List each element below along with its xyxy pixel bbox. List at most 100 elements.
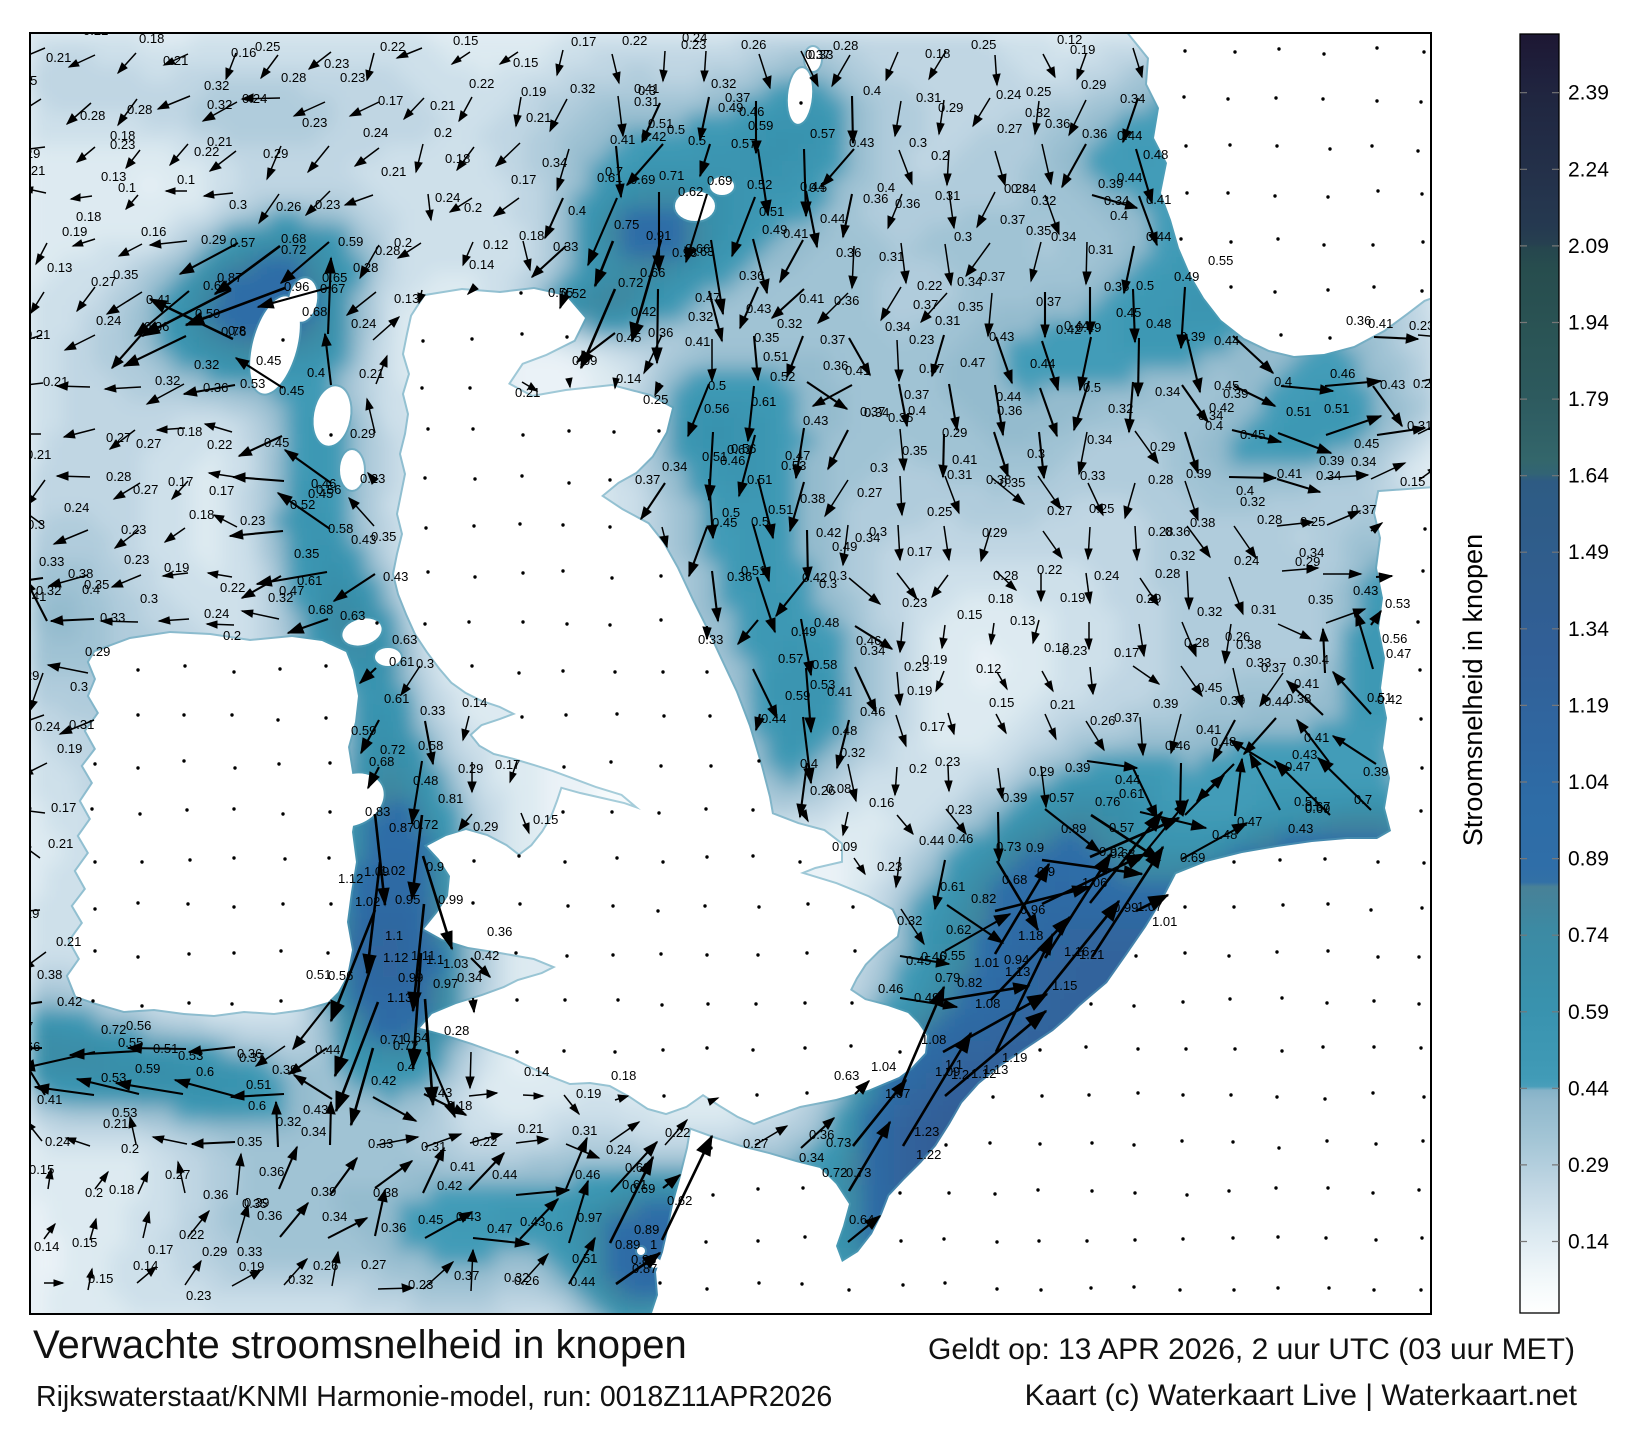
svg-text:1.22: 1.22 <box>916 1147 941 1162</box>
svg-text:0.38: 0.38 <box>1190 515 1215 530</box>
svg-text:0.43: 0.43 <box>520 1214 545 1229</box>
svg-text:0.21: 0.21 <box>430 98 455 113</box>
svg-text:0.39: 0.39 <box>1220 693 1245 708</box>
svg-text:0.23: 0.23 <box>186 1288 211 1303</box>
svg-text:0.21: 0.21 <box>359 366 384 381</box>
svg-text:0.76: 0.76 <box>1095 794 1120 809</box>
svg-text:0.51: 0.51 <box>1324 401 1349 416</box>
svg-text:0.42: 0.42 <box>474 948 499 963</box>
svg-text:0.32: 0.32 <box>288 1272 313 1287</box>
svg-text:1.09: 1.09 <box>364 864 389 879</box>
svg-text:0.23: 0.23 <box>902 595 927 610</box>
svg-text:1.23: 1.23 <box>914 1124 939 1139</box>
svg-text:0.3: 0.3 <box>1293 654 1311 669</box>
svg-text:0.2: 0.2 <box>223 628 241 643</box>
svg-text:0.43: 0.43 <box>989 329 1014 344</box>
svg-text:0.29: 0.29 <box>350 426 375 441</box>
svg-text:0.12: 0.12 <box>976 661 1001 676</box>
svg-text:1.49: 1.49 <box>1568 541 1609 564</box>
svg-text:0.36: 0.36 <box>257 1208 282 1223</box>
svg-text:0.34: 0.34 <box>799 1150 824 1165</box>
svg-text:0.32: 0.32 <box>777 316 802 331</box>
svg-text:1.64: 1.64 <box>1568 465 1609 488</box>
svg-text:0.12: 0.12 <box>483 237 508 252</box>
svg-text:0.99: 0.99 <box>1113 900 1138 915</box>
svg-text:0.2: 0.2 <box>394 235 412 250</box>
svg-text:0.4: 0.4 <box>397 1059 415 1074</box>
svg-text:0.64: 0.64 <box>849 1212 874 1227</box>
svg-text:0.39: 0.39 <box>1319 453 1344 468</box>
svg-text:0.23: 0.23 <box>324 56 349 71</box>
svg-text:0.33: 0.33 <box>420 703 445 718</box>
svg-text:Kaart (c) Waterkaart Live | Wa: Kaart (c) Waterkaart Live | Waterkaart.n… <box>1025 1379 1578 1412</box>
svg-text:2.09: 2.09 <box>1568 235 1609 258</box>
svg-text:0.45: 0.45 <box>279 383 304 398</box>
svg-text:0.75: 0.75 <box>614 217 639 232</box>
svg-text:0.48: 0.48 <box>1212 827 1237 842</box>
svg-text:0.5: 0.5 <box>751 514 769 529</box>
svg-text:0.52: 0.52 <box>770 369 795 384</box>
svg-text:0.4: 0.4 <box>908 403 926 418</box>
svg-text:0.35: 0.35 <box>84 577 109 592</box>
svg-text:0.44: 0.44 <box>315 1042 340 1057</box>
svg-text:0.56: 0.56 <box>731 441 756 456</box>
svg-text:0.1: 0.1 <box>118 180 136 195</box>
svg-text:0.4: 0.4 <box>1311 652 1329 667</box>
svg-text:0.17: 0.17 <box>495 757 520 772</box>
svg-text:0.52: 0.52 <box>290 497 315 512</box>
svg-text:0.37: 0.37 <box>1114 710 1139 725</box>
svg-text:0.51: 0.51 <box>768 502 793 517</box>
svg-text:1.34: 1.34 <box>1568 618 1609 641</box>
svg-text:0.28: 0.28 <box>127 102 152 117</box>
svg-text:0.24: 0.24 <box>35 719 60 734</box>
svg-text:0.2: 0.2 <box>931 148 949 163</box>
svg-text:0.32: 0.32 <box>1197 604 1222 619</box>
svg-text:0.58: 0.58 <box>328 521 353 536</box>
svg-text:0.49: 0.49 <box>718 100 743 115</box>
svg-text:1: 1 <box>650 1237 657 1252</box>
svg-text:0.42: 0.42 <box>816 525 841 540</box>
svg-text:0.34: 0.34 <box>1155 384 1180 399</box>
svg-text:0.29: 0.29 <box>263 146 288 161</box>
svg-text:0.4: 0.4 <box>1205 418 1223 433</box>
svg-text:0.26: 0.26 <box>276 199 301 214</box>
svg-text:0.23: 0.23 <box>909 332 934 347</box>
svg-text:0.35: 0.35 <box>1026 223 1051 238</box>
svg-text:0.48: 0.48 <box>1143 147 1168 162</box>
svg-text:0.35: 0.35 <box>958 299 983 314</box>
svg-text:0.53: 0.53 <box>101 1070 126 1085</box>
svg-text:0.38: 0.38 <box>37 967 62 982</box>
svg-text:0.17: 0.17 <box>148 1242 173 1257</box>
svg-text:0.34: 0.34 <box>1299 545 1324 560</box>
svg-text:0.87: 0.87 <box>217 270 242 285</box>
svg-text:0.17: 0.17 <box>168 474 193 489</box>
svg-text:0.24: 0.24 <box>435 190 460 205</box>
svg-text:0.36: 0.36 <box>259 1164 284 1179</box>
svg-text:0.42: 0.42 <box>437 1178 462 1193</box>
svg-text:0.24: 0.24 <box>96 313 121 328</box>
svg-text:0.28: 0.28 <box>1148 472 1173 487</box>
svg-text:0.37: 0.37 <box>1000 212 1025 227</box>
svg-text:0.31: 0.31 <box>1251 602 1276 617</box>
svg-text:0.4: 0.4 <box>568 203 586 218</box>
svg-text:0.36: 0.36 <box>144 319 169 334</box>
svg-text:1.1: 1.1 <box>385 928 403 943</box>
svg-text:0.43: 0.43 <box>1353 583 1378 598</box>
svg-text:0.24: 0.24 <box>204 606 229 621</box>
svg-text:0.24: 0.24 <box>1094 568 1119 583</box>
svg-text:0.91: 0.91 <box>646 228 671 243</box>
svg-text:0.51: 0.51 <box>759 204 784 219</box>
svg-text:0.32: 0.32 <box>897 913 922 928</box>
svg-text:0.24: 0.24 <box>351 316 376 331</box>
svg-text:1.06: 1.06 <box>1082 875 1107 890</box>
svg-text:0.47: 0.47 <box>960 355 985 370</box>
svg-text:0.46: 0.46 <box>1165 738 1190 753</box>
svg-text:0.09: 0.09 <box>832 839 857 854</box>
svg-text:0.38: 0.38 <box>373 1185 398 1200</box>
svg-text:0.27: 0.27 <box>1047 503 1072 518</box>
svg-text:0.26: 0.26 <box>313 1258 338 1273</box>
svg-text:0.35: 0.35 <box>237 1134 262 1149</box>
svg-text:0.6: 0.6 <box>196 1064 214 1079</box>
svg-text:0.51: 0.51 <box>648 116 673 131</box>
svg-text:0.45: 0.45 <box>264 435 289 450</box>
